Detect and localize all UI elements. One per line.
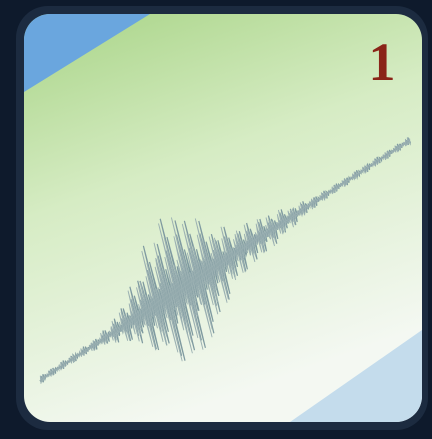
badge-number: 1 [369,32,396,92]
tile-face [24,14,422,422]
page: 1 (() => { const data = JSON.parse(docum… [0,0,432,439]
tile-background [24,14,422,422]
tile: 1 [0,0,432,439]
